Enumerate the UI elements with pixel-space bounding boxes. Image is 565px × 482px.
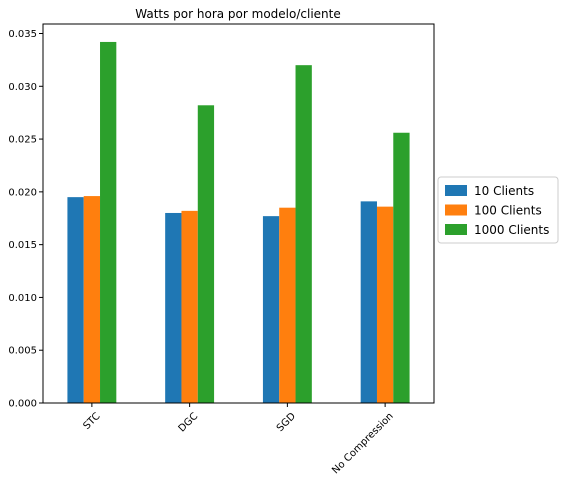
bar-sgd-series-3 (295, 65, 312, 404)
chart-title: Watts por hora por modelo/cliente (135, 7, 340, 21)
bar-stc-series-2 (83, 196, 101, 403)
legend-frame (437, 176, 559, 244)
y-tick-label: 0.000 (8, 399, 37, 410)
y-tick-label: 0.025 (8, 135, 37, 146)
x-tick-label: SGD (275, 411, 298, 434)
legend-label: 100 Clients (474, 204, 542, 218)
legend-label: 1000 Clients (474, 223, 549, 237)
bar-sgd-series-1 (262, 216, 280, 403)
x-tick-label: DGC (177, 411, 201, 435)
legend-swatch (445, 224, 467, 235)
y-tick-label: 0.030 (8, 82, 37, 93)
bar-no-compression-series-1 (360, 201, 377, 403)
legend-label: 10 Clients (474, 184, 534, 198)
x-axis: STC DGC SGD No Compression (81, 403, 396, 477)
bar-no-compression-series-2 (376, 206, 394, 403)
bar-dgc-series-1 (165, 212, 182, 403)
legend: 10 Clients 100 Clients 1000 Clients (437, 176, 559, 244)
bars-group (67, 41, 410, 404)
y-tick-label: 0.015 (8, 240, 37, 251)
plot-area-frame (42, 23, 435, 404)
legend-swatch (445, 185, 467, 196)
bar-stc-series-1 (67, 197, 84, 403)
bar-stc-series-3 (100, 41, 117, 403)
bar-sgd-series-2 (279, 207, 296, 403)
legend-swatch (445, 204, 467, 216)
bar-dgc-series-3 (197, 105, 215, 403)
x-tick-label: No Compression (330, 411, 396, 477)
bar-no-compression-series-3 (393, 132, 410, 404)
y-tick-label: 0.010 (8, 293, 37, 304)
y-tick-label: 0.005 (8, 346, 37, 357)
y-tick-label: 0.020 (8, 187, 37, 198)
x-tick-label: STC (81, 411, 102, 432)
bar-dgc-series-2 (181, 210, 198, 403)
y-axis: 0.000 0.005 0.010 0.015 0.020 0.025 0.030 0.035 (8, 29, 43, 410)
y-tick-label: 0.035 (8, 29, 37, 40)
